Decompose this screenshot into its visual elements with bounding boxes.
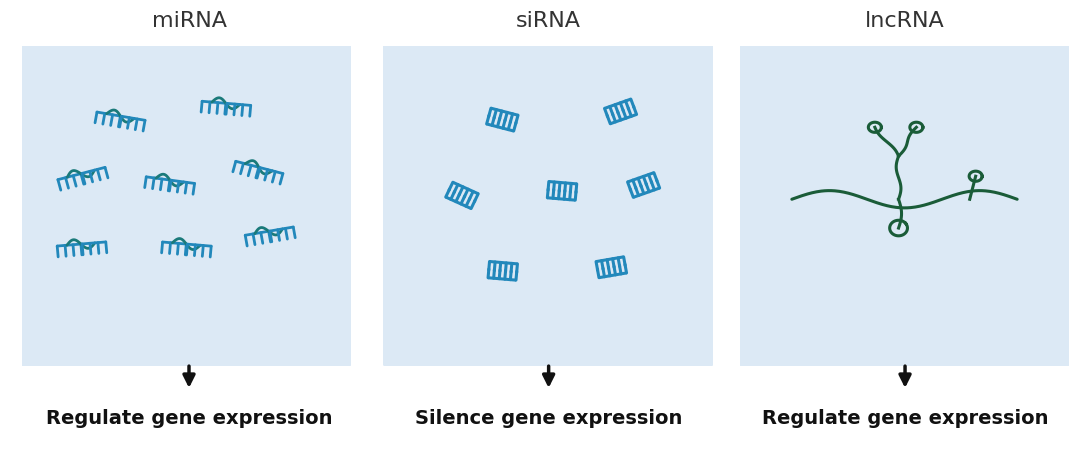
Text: miRNA: miRNA: [151, 11, 227, 31]
Text: lncRNA: lncRNA: [865, 11, 945, 31]
FancyBboxPatch shape: [737, 43, 1072, 369]
FancyArrowPatch shape: [543, 366, 554, 384]
Text: siRNA: siRNA: [516, 11, 581, 31]
Text: Regulate gene expression: Regulate gene expression: [761, 409, 1049, 428]
FancyBboxPatch shape: [380, 43, 716, 369]
Text: Silence gene expression: Silence gene expression: [415, 409, 683, 428]
FancyArrowPatch shape: [184, 366, 194, 384]
FancyBboxPatch shape: [18, 43, 354, 369]
Text: Regulate gene expression: Regulate gene expression: [45, 409, 333, 428]
FancyArrowPatch shape: [900, 366, 910, 384]
